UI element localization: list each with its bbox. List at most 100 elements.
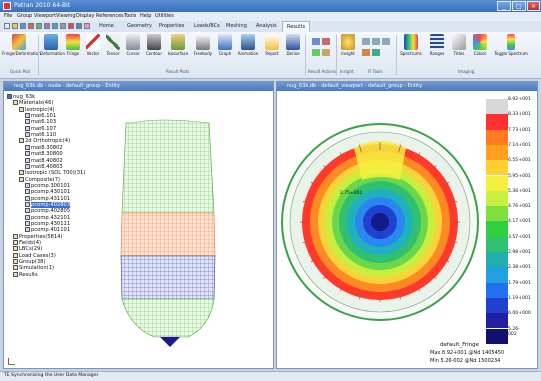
tree-item[interactable]: 2d Orthotropic(4) bbox=[19, 138, 70, 144]
titles-label: Titles bbox=[453, 51, 465, 56]
tree-item[interactable]: pcomp.402803 bbox=[25, 201, 71, 208]
result-action-icon[interactable] bbox=[322, 38, 330, 45]
tree-item[interactable]: pcomp.431101 bbox=[25, 195, 70, 202]
redo-icon[interactable] bbox=[36, 23, 42, 29]
maximize-button[interactable]: □ bbox=[512, 1, 526, 11]
tree-item[interactable]: pcomp.401101 bbox=[25, 227, 70, 233]
tree-item-label: Isotropic(4) bbox=[25, 106, 55, 113]
fringe-plot[interactable]: 2.75+001 bbox=[276, 90, 485, 369]
cursor-button[interactable]: Cursor bbox=[124, 34, 142, 56]
nozzle-mesh-model[interactable] bbox=[4, 91, 273, 368]
result-action-icon[interactable] bbox=[322, 49, 330, 56]
tree-item[interactable]: nug_63k bbox=[7, 94, 35, 100]
tree-item[interactable]: mat8.40803 bbox=[25, 163, 63, 170]
display-icon[interactable] bbox=[84, 23, 90, 29]
undo-icon[interactable] bbox=[28, 23, 34, 29]
titles-icon bbox=[452, 34, 466, 50]
tree-item[interactable]: mat6.110 bbox=[25, 132, 56, 138]
tree-item[interactable]: pcomp.430101 bbox=[25, 189, 70, 195]
spectrum-swatch bbox=[486, 99, 508, 115]
menu-viewing[interactable]: Viewing bbox=[56, 13, 76, 19]
tree-item[interactable]: Fields(4) bbox=[13, 240, 41, 246]
titles-button[interactable]: Titles bbox=[450, 34, 468, 56]
tab-loads-bcs[interactable]: Loads/BCs bbox=[194, 23, 220, 29]
tree-item[interactable]: Properties(5814) bbox=[13, 233, 62, 240]
tree-item[interactable]: LBCs(29) bbox=[13, 246, 42, 252]
fl-tool-icon[interactable] bbox=[372, 38, 380, 45]
left-viewport[interactable]: nug_63k.db - nuda - default_group - Enti… bbox=[3, 81, 274, 369]
fringe-deformation-button[interactable]: Fringe/Deformation bbox=[2, 34, 41, 56]
vector-button[interactable]: Vector bbox=[84, 34, 102, 56]
menu-help[interactable]: Help bbox=[140, 13, 152, 19]
toggle-spectrum-button[interactable]: Toggle Spectrum bbox=[494, 34, 528, 56]
material-icon bbox=[25, 157, 30, 163]
minimize-button[interactable]: _ bbox=[497, 1, 511, 11]
save-icon[interactable] bbox=[20, 23, 26, 29]
result-action-icon[interactable] bbox=[312, 49, 320, 56]
spectrums-button[interactable]: Spectrums bbox=[398, 34, 424, 56]
tree-item[interactable]: pcomp.432101 bbox=[25, 214, 70, 221]
menu-tools[interactable]: Tools bbox=[124, 13, 137, 19]
tree-item[interactable]: Group(38) bbox=[13, 259, 45, 265]
tree-item[interactable]: mat6.107 bbox=[25, 125, 56, 132]
stop-icon[interactable] bbox=[68, 23, 74, 29]
fl-tool-icon[interactable] bbox=[382, 38, 390, 45]
ranges-button[interactable]: Ranges bbox=[426, 34, 448, 56]
tensor-button[interactable]: Tensor bbox=[104, 34, 122, 56]
spectrum-swatch bbox=[486, 328, 508, 344]
grid-icon[interactable] bbox=[76, 23, 82, 29]
tree-item[interactable]: mat6.101 bbox=[25, 113, 56, 119]
tree-item[interactable]: Isotropic (SOL 700)(31) bbox=[19, 170, 85, 176]
contour-button[interactable]: Contour bbox=[144, 34, 164, 56]
toggle-spectrum-icon bbox=[507, 34, 515, 50]
tree-item[interactable]: Materials(46) bbox=[13, 100, 53, 106]
result-action-icon[interactable] bbox=[312, 38, 320, 45]
print-icon[interactable] bbox=[44, 23, 50, 29]
new-icon[interactable] bbox=[4, 23, 10, 29]
tree-item[interactable]: mat8.40802 bbox=[25, 157, 63, 164]
graph-button[interactable]: Graph bbox=[216, 34, 234, 56]
tab-meshing[interactable]: Meshing bbox=[226, 23, 247, 29]
colors-button[interactable]: Colors bbox=[470, 34, 490, 56]
tree-item[interactable]: Simulation(1) bbox=[13, 265, 54, 271]
settings-icon[interactable] bbox=[60, 23, 66, 29]
menu-references[interactable]: References bbox=[96, 13, 124, 19]
fl-tool-icon[interactable] bbox=[362, 49, 370, 56]
menu-display[interactable]: Display bbox=[76, 13, 95, 19]
open-icon[interactable] bbox=[12, 23, 18, 29]
tree-item[interactable]: Isotropic(4) bbox=[19, 106, 55, 113]
menu-utilities[interactable]: Utilities bbox=[155, 13, 174, 19]
tab-home[interactable]: Home bbox=[99, 23, 114, 29]
tab-geometry[interactable]: Geometry bbox=[127, 23, 152, 29]
tab-analysis[interactable]: Analysis bbox=[256, 23, 277, 29]
derive-button[interactable]: Derive bbox=[284, 34, 302, 56]
deformation-button[interactable]: Deformation bbox=[40, 34, 65, 56]
refresh-icon[interactable] bbox=[52, 23, 58, 29]
tree-item[interactable]: Results bbox=[13, 271, 38, 278]
tree-item[interactable]: Composite(7) bbox=[19, 176, 60, 183]
fl-tool-icon[interactable] bbox=[362, 38, 370, 45]
animation-button[interactable]: Animation bbox=[236, 34, 260, 56]
tree-item[interactable]: pcomp.430111 bbox=[25, 221, 70, 227]
tree-item[interactable]: mat6.103 bbox=[25, 119, 56, 125]
tree-item-label: Fields(4) bbox=[19, 240, 42, 247]
spectrum-swatch bbox=[486, 175, 508, 191]
tree-item[interactable]: Load Cases(3) bbox=[13, 252, 56, 259]
close-button[interactable]: × bbox=[527, 1, 540, 11]
freebody-button[interactable]: Freebody bbox=[192, 34, 214, 56]
tree-item[interactable]: mat8.30800 bbox=[25, 151, 63, 157]
tab-results[interactable]: Results bbox=[282, 21, 311, 32]
tree-item[interactable]: pcomp.300101 bbox=[25, 182, 70, 189]
tab-properties[interactable]: Properties bbox=[159, 23, 185, 29]
insight-button[interactable]: Insight bbox=[338, 34, 358, 56]
menu-group[interactable]: Group bbox=[17, 13, 33, 19]
fl-tool-icon[interactable] bbox=[372, 49, 380, 56]
tree-item[interactable]: pcomp.402805 bbox=[25, 208, 70, 214]
report-button[interactable]: Report bbox=[262, 34, 282, 56]
isosurface-button[interactable]: Isosurface bbox=[166, 34, 190, 56]
folder-icon bbox=[19, 176, 24, 182]
menu-file[interactable]: File bbox=[4, 13, 13, 19]
fringe-button[interactable]: Fringe bbox=[64, 34, 82, 56]
menu-viewport[interactable]: Viewport bbox=[34, 13, 57, 19]
tree-item[interactable]: mat8.30802 bbox=[25, 144, 63, 151]
